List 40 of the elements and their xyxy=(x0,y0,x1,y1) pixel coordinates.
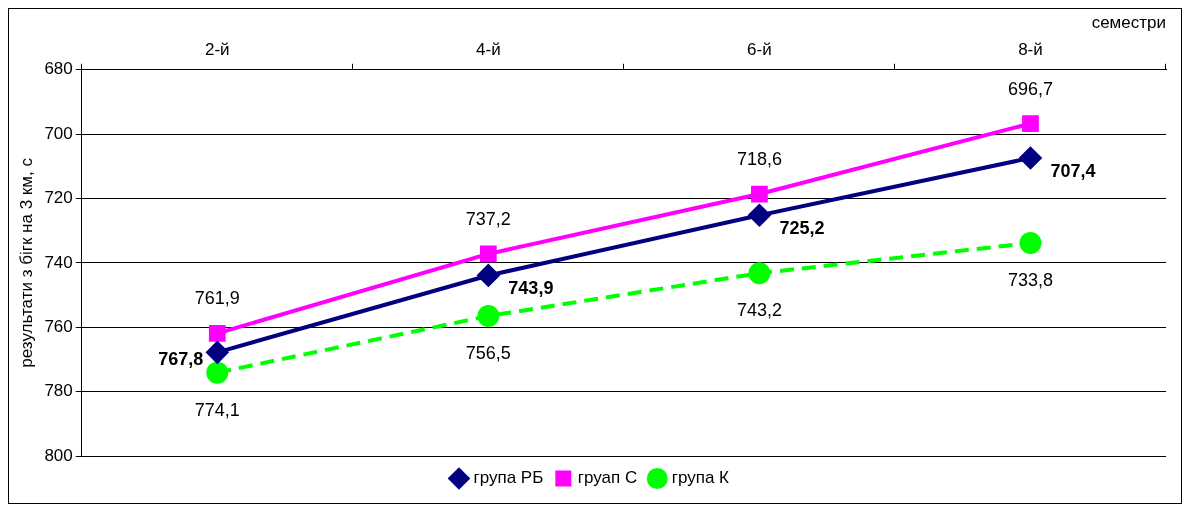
point xyxy=(1019,231,1042,254)
legend-label: груап С xyxy=(577,468,638,488)
data-label: 725,2 xyxy=(779,218,825,239)
y-tick-label: 780 xyxy=(44,381,73,401)
data-label: 696,7 xyxy=(1007,78,1053,99)
point xyxy=(748,204,771,227)
legend-label: група К xyxy=(671,468,730,488)
data-label: 761,9 xyxy=(194,288,240,309)
y-tick-label: 700 xyxy=(44,123,73,143)
y-tick-label: 720 xyxy=(44,188,73,208)
point xyxy=(208,325,226,342)
x-tick-label: 2-й xyxy=(204,40,230,60)
point xyxy=(206,361,229,384)
point xyxy=(206,341,229,364)
data-label: 737,2 xyxy=(465,208,511,229)
data-label: 743,2 xyxy=(736,300,782,321)
point xyxy=(1022,115,1039,132)
data-label: 718,6 xyxy=(736,149,782,169)
data-label: 707,4 xyxy=(1050,160,1096,181)
legend-label: група РБ xyxy=(473,468,544,488)
point xyxy=(1019,146,1042,169)
point xyxy=(479,245,497,263)
x-tick-label: 4-й xyxy=(476,40,501,60)
data-label: 774,1 xyxy=(194,399,240,420)
x-axis-title: семестри xyxy=(1091,12,1166,32)
point xyxy=(477,264,500,287)
data-label: 756,5 xyxy=(465,342,511,363)
point xyxy=(751,185,768,203)
y-tick-label: 800 xyxy=(44,445,73,465)
y-tick-label: 680 xyxy=(44,59,73,79)
data-label: 733,8 xyxy=(1007,269,1053,290)
point xyxy=(748,262,771,285)
x-tick-label: 6-й xyxy=(747,40,772,60)
data-label: 767,8 xyxy=(158,349,204,370)
data-label: 743,9 xyxy=(508,278,554,299)
y-tick-label: 740 xyxy=(44,252,73,272)
point xyxy=(477,305,500,327)
y-axis-title: результати з бігк на 3 км, с xyxy=(16,157,36,368)
y-tick-label: 760 xyxy=(44,316,73,336)
x-tick-label: 8-й xyxy=(1018,40,1043,60)
